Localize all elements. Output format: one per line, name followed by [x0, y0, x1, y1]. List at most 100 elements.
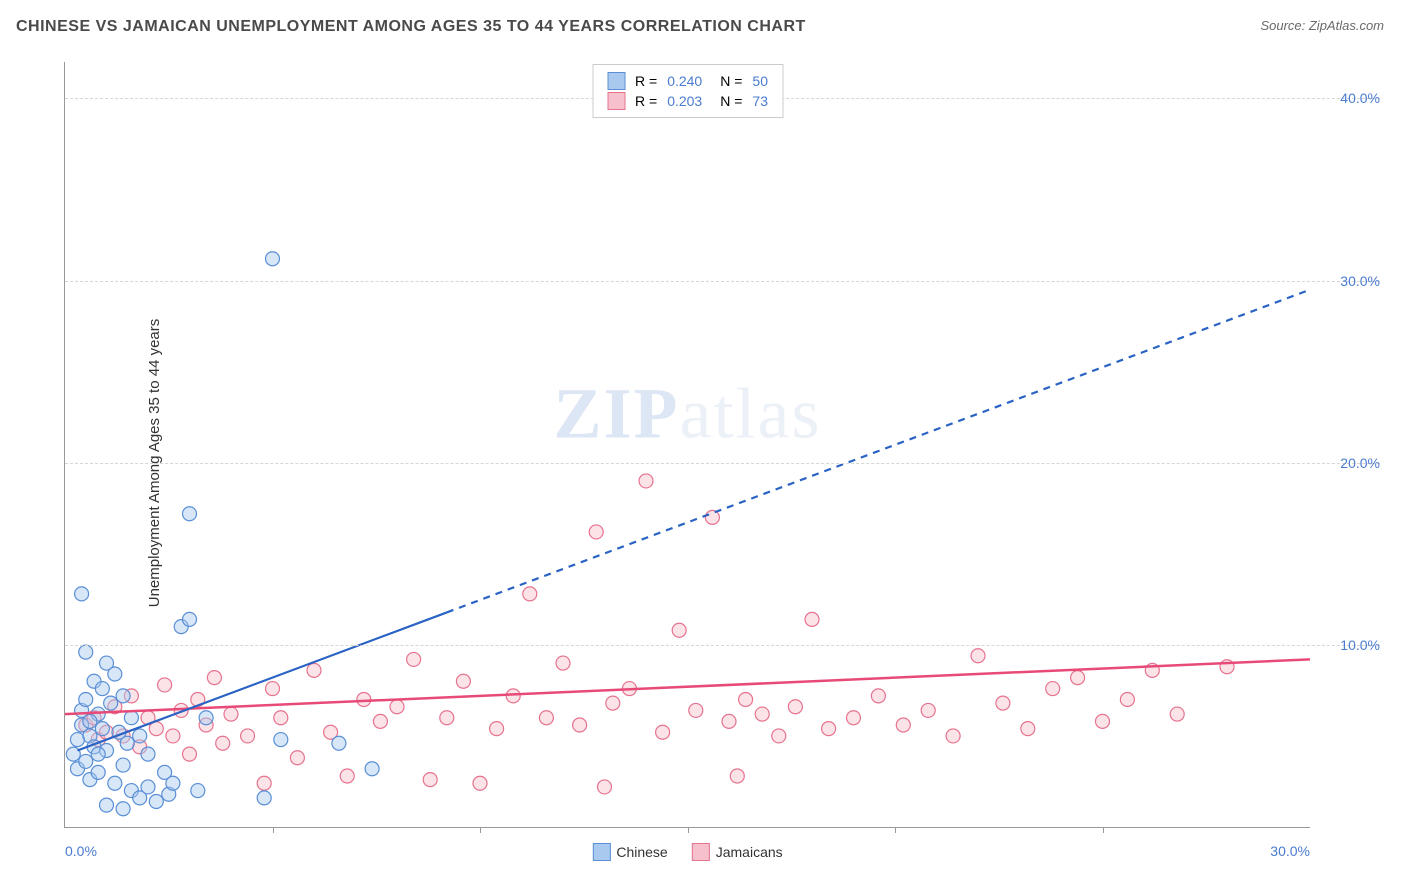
chart-title: CHINESE VS JAMAICAN UNEMPLOYMENT AMONG A… [16, 18, 806, 36]
legend-label-chinese: Chinese [616, 844, 667, 860]
trend-line [447, 290, 1310, 613]
source-attribution: Source: ZipAtlas.com [1260, 18, 1384, 33]
scatter-point [739, 693, 753, 707]
scatter-point [79, 693, 93, 707]
swatch-chinese-icon [592, 843, 610, 861]
n-value-jamaicans: 73 [752, 93, 768, 109]
scatter-point [1096, 714, 1110, 728]
scatter-point [120, 736, 134, 750]
scatter-point [539, 711, 553, 725]
scatter-point [95, 722, 109, 736]
scatter-point [104, 696, 118, 710]
scatter-point [390, 700, 404, 714]
x-tick-label: 30.0% [1270, 843, 1310, 859]
scatter-point [598, 780, 612, 794]
y-tick-label: 40.0% [1340, 90, 1380, 106]
scatter-point [589, 525, 603, 539]
scatter-point [108, 667, 122, 681]
scatter-point [573, 718, 587, 732]
scatter-point [95, 682, 109, 696]
scatter-point [266, 682, 280, 696]
r-label: R = [635, 93, 657, 109]
scatter-point [971, 649, 985, 663]
scatter-point [772, 729, 786, 743]
scatter-point [241, 729, 255, 743]
scatter-point [705, 510, 719, 524]
scatter-svg [65, 62, 1310, 827]
scatter-point [473, 776, 487, 790]
gridline-h [65, 645, 1380, 646]
scatter-point [257, 776, 271, 790]
n-value-chinese: 50 [752, 73, 768, 89]
r-label: R = [635, 73, 657, 89]
scatter-point [822, 722, 836, 736]
swatch-jamaicans-icon [692, 843, 710, 861]
scatter-point [996, 696, 1010, 710]
trend-line [77, 612, 446, 750]
scatter-point [1021, 722, 1035, 736]
scatter-point [183, 507, 197, 521]
scatter-point [116, 802, 130, 816]
scatter-point [124, 711, 138, 725]
scatter-point [440, 711, 454, 725]
scatter-point [199, 711, 213, 725]
scatter-point [639, 474, 653, 488]
scatter-point [207, 671, 221, 685]
r-value-jamaicans: 0.203 [667, 93, 702, 109]
x-tick-mark [480, 827, 481, 833]
scatter-point [946, 729, 960, 743]
y-tick-label: 30.0% [1340, 273, 1380, 289]
scatter-point [871, 689, 885, 703]
scatter-point [722, 714, 736, 728]
x-tick-mark [895, 827, 896, 833]
scatter-point [149, 795, 163, 809]
scatter-point [606, 696, 620, 710]
gridline-h [65, 281, 1380, 282]
scatter-point [79, 645, 93, 659]
gridline-h [65, 463, 1380, 464]
scatter-point [108, 776, 122, 790]
scatter-point [730, 769, 744, 783]
scatter-point [141, 780, 155, 794]
scatter-point [1120, 693, 1134, 707]
scatter-point [672, 623, 686, 637]
scatter-point [490, 722, 504, 736]
scatter-point [83, 714, 97, 728]
scatter-point [290, 751, 304, 765]
scatter-point [116, 689, 130, 703]
legend-item-jamaicans: Jamaicans [692, 843, 783, 861]
scatter-point [133, 729, 147, 743]
scatter-point [788, 700, 802, 714]
x-tick-label: 0.0% [65, 843, 97, 859]
scatter-point [266, 252, 280, 266]
scatter-point [183, 612, 197, 626]
series-legend: Chinese Jamaicans [592, 843, 782, 861]
scatter-point [141, 747, 155, 761]
scatter-point [896, 718, 910, 732]
x-tick-mark [273, 827, 274, 833]
scatter-point [755, 707, 769, 721]
legend-item-chinese: Chinese [592, 843, 667, 861]
scatter-point [340, 769, 354, 783]
scatter-point [183, 747, 197, 761]
scatter-point [847, 711, 861, 725]
r-value-chinese: 0.240 [667, 73, 702, 89]
scatter-point [523, 587, 537, 601]
scatter-point [79, 754, 93, 768]
scatter-point [332, 736, 346, 750]
scatter-point [307, 663, 321, 677]
scatter-point [274, 733, 288, 747]
scatter-point [805, 612, 819, 626]
scatter-point [456, 674, 470, 688]
scatter-point [91, 765, 105, 779]
scatter-point [100, 798, 114, 812]
n-label: N = [720, 93, 742, 109]
y-tick-label: 20.0% [1340, 455, 1380, 471]
scatter-point [1046, 682, 1060, 696]
scatter-point [191, 784, 205, 798]
x-tick-mark [688, 827, 689, 833]
scatter-point [116, 758, 130, 772]
swatch-jamaicans [607, 92, 625, 110]
scatter-point [689, 703, 703, 717]
scatter-point [70, 733, 84, 747]
